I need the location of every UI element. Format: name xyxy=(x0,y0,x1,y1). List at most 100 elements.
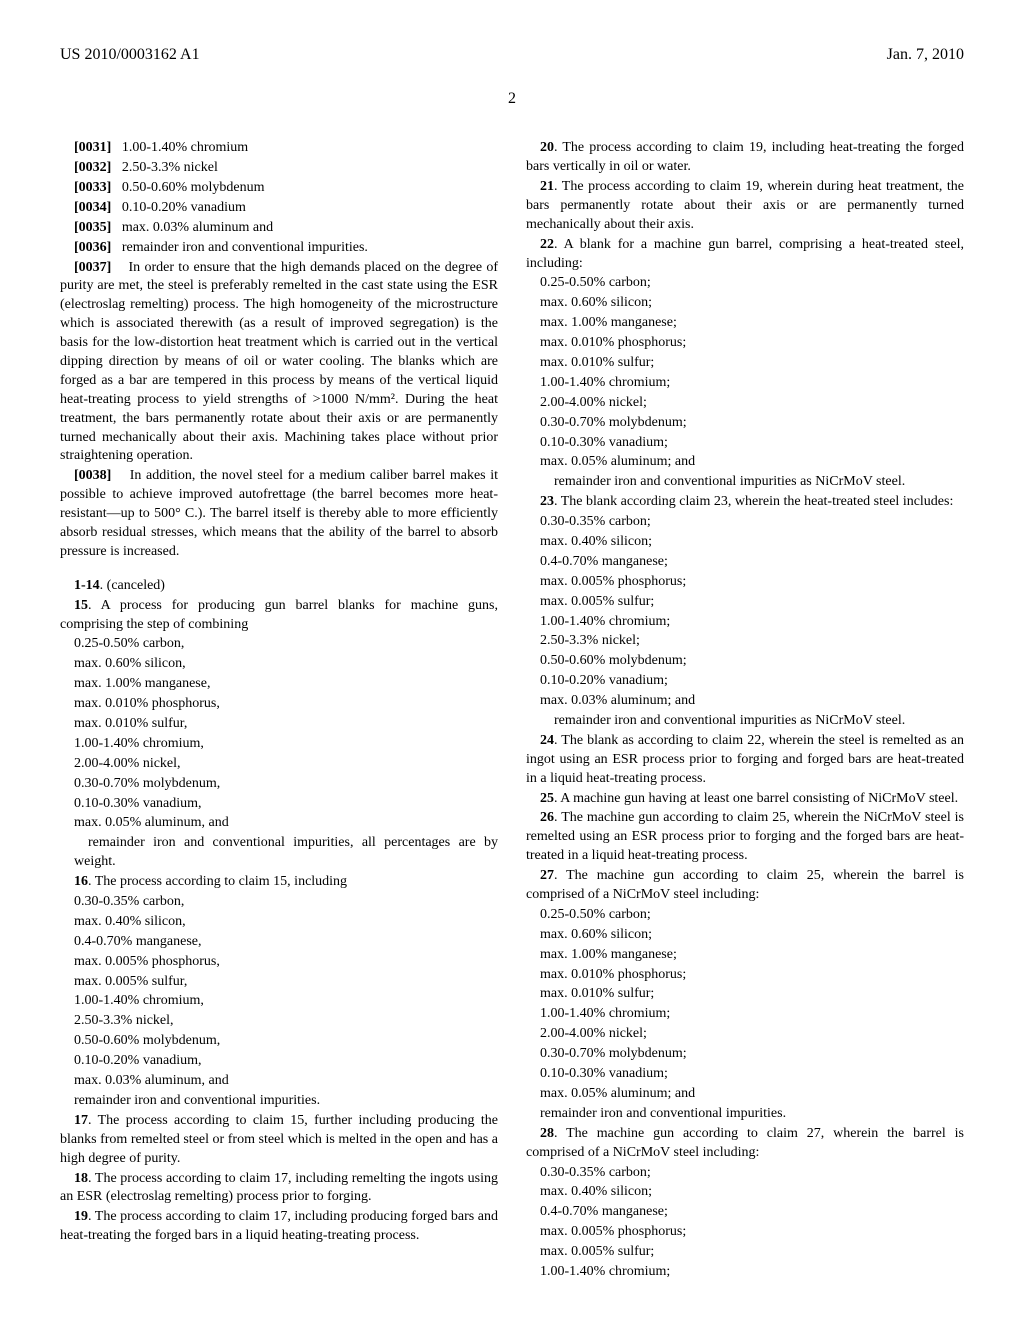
claim-text: . The machine gun according to claim 27,… xyxy=(526,1126,964,1160)
claim-sub-item: max. 0.03% aluminum; and xyxy=(526,692,964,711)
claim-sub-item: 2.50-3.3% nickel, xyxy=(60,1012,498,1031)
claim-sub-item: 0.30-0.70% molybdenum; xyxy=(526,1045,964,1064)
claim-sub-item: 0.4-0.70% manganese; xyxy=(526,553,964,572)
claim-27: 27. The machine gun according to claim 2… xyxy=(526,867,964,905)
claim-sub-item: max. 0.005% sulfur; xyxy=(526,593,964,612)
para-num: [0036] xyxy=(74,240,111,255)
claim-text: . The process according to claim 19, whe… xyxy=(526,179,964,232)
para-num: [0038] xyxy=(74,468,111,483)
claim-sub-item: max. 0.60% silicon; xyxy=(526,926,964,945)
claim-16-items: 0.30-0.35% carbon,max. 0.40% silicon,0.4… xyxy=(60,893,498,1111)
claim-sub-item: remainder iron and conventional impuriti… xyxy=(526,1105,964,1124)
claim-sub-item: 0.30-0.35% carbon; xyxy=(526,513,964,532)
content-columns: [0031] 1.00-1.40% chromium[0032] 2.50-3.… xyxy=(60,139,964,1283)
paragraph-37: [0037] In order to ensure that the high … xyxy=(60,259,498,467)
claim-sub-item: max. 0.60% silicon; xyxy=(526,294,964,313)
claim-text: . The machine gun according to claim 25,… xyxy=(526,868,964,902)
claim-num: 26 xyxy=(540,810,554,825)
left-column: [0031] 1.00-1.40% chromium[0032] 2.50-3.… xyxy=(60,139,498,1283)
claim-22-items: 0.25-0.50% carbon;max. 0.60% silicon;max… xyxy=(526,274,964,492)
claim-sub-item: max. 0.40% silicon; xyxy=(526,1183,964,1202)
claim-19: 19. The process according to claim 17, i… xyxy=(60,1208,498,1246)
claim-num: 25 xyxy=(540,791,554,806)
para-text: 0.50-0.60% molybdenum xyxy=(122,180,265,195)
claim-sub-item: max. 0.05% aluminum; and xyxy=(526,1085,964,1104)
para-num: [0035] xyxy=(74,220,111,235)
composition-list: [0031] 1.00-1.40% chromium[0032] 2.50-3.… xyxy=(60,139,498,257)
claim-sub-item: max. 0.010% sulfur, xyxy=(60,715,498,734)
para-num: [0032] xyxy=(74,160,111,175)
claim-sub-item: 1.00-1.40% chromium; xyxy=(526,613,964,632)
publication-number: US 2010/0003162 A1 xyxy=(60,44,200,66)
claim-text: . The process according to claim 17, inc… xyxy=(60,1171,498,1205)
claim-sub-item: 0.25-0.50% carbon; xyxy=(526,274,964,293)
claim-text: . A machine gun having at least one barr… xyxy=(554,791,958,806)
claim-sub-item: max. 0.010% phosphorus; xyxy=(526,966,964,985)
para-text: 2.50-3.3% nickel xyxy=(122,160,218,175)
para-num: [0037] xyxy=(74,260,111,275)
page-number: 2 xyxy=(60,88,964,110)
right-column: 20. The process according to claim 19, i… xyxy=(526,139,964,1283)
claim-sub-item: max. 0.010% phosphorus, xyxy=(60,695,498,714)
claim-sub-item: max. 0.005% phosphorus, xyxy=(60,953,498,972)
claim-sub-item: max. 0.03% aluminum, and xyxy=(60,1072,498,1091)
claim-num: 1-14 xyxy=(74,578,100,593)
claim-num: 17 xyxy=(74,1113,88,1128)
claim-sub-item: 0.30-0.35% carbon; xyxy=(526,1164,964,1183)
claim-text: . A process for producing gun barrel bla… xyxy=(60,598,498,632)
claim-sub-item: 2.00-4.00% nickel; xyxy=(526,1025,964,1044)
claim-text: . The process according to claim 15, fur… xyxy=(60,1113,498,1166)
claim-sub-item: 0.30-0.35% carbon, xyxy=(60,893,498,912)
claims-canceled: 1-14. (canceled) xyxy=(60,577,498,596)
claim-sub-item: max. 1.00% manganese; xyxy=(526,314,964,333)
claim-text: . The blank as according to claim 22, wh… xyxy=(526,733,964,786)
claim-text: . The machine gun according to claim 25,… xyxy=(526,810,964,863)
composition-para: [0033] 0.50-0.60% molybdenum xyxy=(60,179,498,198)
claim-text: . The process according to claim 17, inc… xyxy=(60,1209,498,1243)
claim-num: 20 xyxy=(540,140,554,155)
claim-25: 25. A machine gun having at least one ba… xyxy=(526,790,964,809)
claim-sub-item: 0.30-0.70% molybdenum; xyxy=(526,414,964,433)
claim-num: 28 xyxy=(540,1126,554,1141)
claim-18: 18. The process according to claim 17, i… xyxy=(60,1170,498,1208)
claim-sub-item: 1.00-1.40% chromium; xyxy=(526,1005,964,1024)
claim-sub-item: max. 0.005% phosphorus; xyxy=(526,573,964,592)
claim-sub-item: 1.00-1.40% chromium; xyxy=(526,1263,964,1282)
para-text: remainder iron and conventional impuriti… xyxy=(122,240,368,255)
claim-sub-item: max. 0.005% sulfur, xyxy=(60,973,498,992)
claim-num: 23 xyxy=(540,494,554,509)
claim-sub-item: 0.10-0.30% vanadium; xyxy=(526,1065,964,1084)
composition-para: [0036] remainder iron and conventional i… xyxy=(60,239,498,258)
claim-26: 26. The machine gun according to claim 2… xyxy=(526,809,964,866)
claim-sub-item: 0.4-0.70% manganese; xyxy=(526,1203,964,1222)
claim-sub-item: remainder iron and conventional impuriti… xyxy=(60,1092,498,1111)
composition-para: [0032] 2.50-3.3% nickel xyxy=(60,159,498,178)
claim-sub-item: max. 0.010% sulfur; xyxy=(526,354,964,373)
claim-sub-item: max. 1.00% manganese, xyxy=(60,675,498,694)
para-text: 1.00-1.40% chromium xyxy=(122,140,248,155)
claim-num: 18 xyxy=(74,1171,88,1186)
claim-text: . The process according to claim 15, inc… xyxy=(88,874,347,889)
claim-sub-item: max. 0.005% phosphorus; xyxy=(526,1223,964,1242)
claim-sub-item: 2.00-4.00% nickel; xyxy=(526,394,964,413)
claim-23-items: 0.30-0.35% carbon;max. 0.40% silicon;0.4… xyxy=(526,513,964,731)
claim-text: . The blank according claim 23, wherein … xyxy=(554,494,953,509)
claim-sub-item: max. 0.40% silicon; xyxy=(526,533,964,552)
claim-22: 22. A blank for a machine gun barrel, co… xyxy=(526,236,964,274)
claim-sub-item: 0.10-0.20% vanadium; xyxy=(526,672,964,691)
para-text: In order to ensure that the high demands… xyxy=(60,260,498,464)
composition-para: [0035] max. 0.03% aluminum and xyxy=(60,219,498,238)
claim-sub-item: 0.30-0.70% molybdenum, xyxy=(60,775,498,794)
claim-sub-item: max. 0.010% sulfur; xyxy=(526,985,964,1004)
claim-28: 28. The machine gun according to claim 2… xyxy=(526,1125,964,1163)
claim-sub-item: 2.00-4.00% nickel, xyxy=(60,755,498,774)
claim-num: 22 xyxy=(540,237,554,252)
claim-sub-item: remainder iron and conventional impuriti… xyxy=(526,712,964,731)
claim-16: 16. The process according to claim 15, i… xyxy=(60,873,498,892)
claim-sub-item: max. 0.05% aluminum, and xyxy=(60,814,498,833)
publication-date: Jan. 7, 2010 xyxy=(887,44,964,66)
claim-sub-item: 0.50-0.60% molybdenum, xyxy=(60,1032,498,1051)
claim-sub-item: 0.25-0.50% carbon; xyxy=(526,906,964,925)
claim-28-items: 0.30-0.35% carbon;max. 0.40% silicon;0.4… xyxy=(526,1164,964,1282)
claim-sub-item: remainder iron and conventional impuriti… xyxy=(60,834,498,872)
